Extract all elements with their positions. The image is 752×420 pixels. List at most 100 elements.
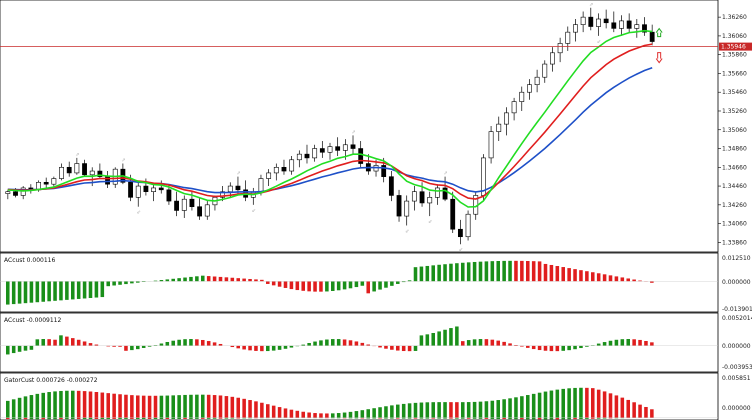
histogram-bar [443,329,447,346]
candle [580,11,586,33]
histogram-bar [520,417,524,420]
price-tick-label: 1.34060 [722,221,747,228]
histogram-bar [65,336,69,346]
histogram-bar [159,280,164,282]
sub-panel-tick-label: -0.0039536 [722,364,752,371]
ac-panel-2[interactable]: ACcust -0.0009112 [0,312,719,373]
histogram-bar [177,395,181,418]
histogram-bar [236,417,240,419]
price-tick-label: 1.35260 [722,108,747,115]
candle [59,163,64,181]
histogram-bar [71,338,75,346]
histogram-bar [614,395,619,418]
histogram-bar [283,345,288,349]
histogram-bar [502,417,506,420]
histogram-bar [17,417,22,420]
candle [411,186,417,211]
histogram-bar [608,275,613,282]
histogram-bar [413,402,418,418]
histogram-bar [171,340,175,346]
gator-panel[interactable]: GatorCust 0.000726 -0.000272 [0,372,719,420]
histogram-bar [100,281,105,298]
histogram-bar [396,281,400,284]
main-price-panel[interactable] [0,0,719,253]
candle [273,163,279,181]
sub-panel-tick-label: 0.0052014 [722,315,752,322]
price-tick-label: 1.35460 [722,89,747,96]
histogram-bar [543,391,548,418]
price-tick-label: 1.34860 [722,146,747,153]
histogram-bar [277,345,282,350]
candle [151,184,156,202]
histogram-bar [508,260,512,282]
histogram-bar [189,339,193,346]
histogram-bar [644,406,648,418]
histogram-bar [650,409,654,418]
histogram-bar [366,281,370,294]
histogram-bar [177,278,181,282]
histogram-bar [88,417,93,420]
histogram-bar [153,417,158,420]
sub-panel-tick-label: 0.005851 [722,375,751,382]
ac-histogram-2 [0,326,718,355]
histogram-bar [11,399,16,418]
histogram-bar [537,392,542,418]
histogram-bar [585,345,589,347]
histogram-bar [614,417,619,419]
candle [557,37,563,63]
histogram-bar [94,391,99,418]
histogram-bar [407,403,412,418]
candle [204,201,210,220]
ac-panel-1[interactable]: ACcust 0.000116 [0,252,719,313]
histogram-bar [336,339,341,346]
histogram-bar [461,417,465,419]
candle [51,176,57,188]
candle [327,142,333,160]
histogram-bar [555,266,560,282]
current-price-badge: 1.35946 [719,42,752,51]
histogram-bar [165,395,170,418]
histogram-bar [514,345,518,346]
histogram-bar [277,281,282,287]
histogram-bar [520,345,524,347]
histogram-bar [449,328,453,346]
histogram-bar [531,417,536,420]
histogram-bar [478,417,483,419]
histogram-bar [206,417,211,419]
histogram-bar [153,345,158,346]
histogram-bar [183,277,187,282]
histogram-bar [372,281,376,292]
histogram-bar [212,342,217,346]
histogram-bar [360,417,365,419]
histogram-bar [71,390,75,418]
histogram-bar [29,345,34,350]
fractal-up-icon: ⇗ [75,152,79,158]
histogram-bar [537,345,542,351]
histogram-bar [466,417,471,419]
candle [82,159,87,177]
histogram-bar [6,345,10,355]
histogram-bar [141,417,146,419]
price-tick-label: 1.33860 [722,239,747,246]
histogram-bar [490,339,495,346]
histogram-bar [218,343,223,346]
histogram-bar [260,279,264,282]
histogram-bar [366,417,370,419]
histogram-bar [443,264,447,282]
histogram-bar [35,281,40,303]
histogram-bar [591,388,595,418]
histogram-bar [88,391,93,418]
histogram-bar [384,345,388,349]
histogram-bar [325,339,329,346]
histogram-bar [277,407,282,418]
histogram-bar [650,281,654,283]
histogram-bar [53,281,57,301]
histogram-bar [573,345,577,350]
histogram-bar [401,281,406,283]
fractal-up-icon: ⇗ [352,129,356,135]
candle: ⇙ [135,182,141,216]
histogram-bar [65,390,69,418]
histogram-bar [6,417,10,420]
histogram-bar [106,281,110,287]
